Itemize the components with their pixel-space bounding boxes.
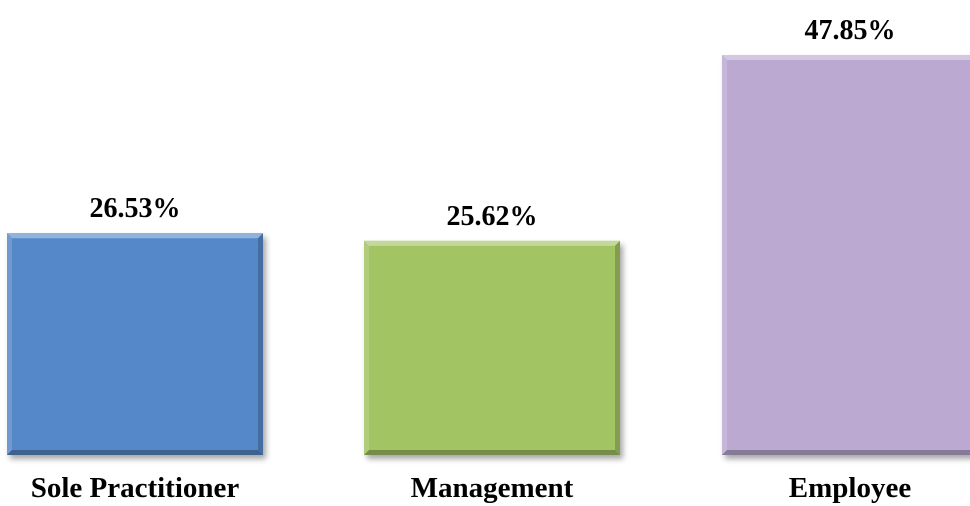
category-label-employee: Employee — [789, 472, 912, 504]
bar-rect-management — [364, 240, 620, 455]
bar-bevel-top — [364, 240, 620, 246]
bars-group — [7, 55, 970, 455]
bar-employee — [722, 55, 970, 455]
bar-bevel-top — [722, 55, 970, 60]
category-label-management: Management — [411, 472, 574, 504]
data-label-sole-practitioner: 26.53% — [90, 193, 181, 224]
bar-bevel-top — [7, 233, 263, 239]
data-label-employee: 47.85% — [805, 15, 896, 46]
bar-bevel-left — [722, 55, 727, 455]
bar-bevel-bottom — [722, 450, 970, 455]
bar-rect-sole-practitioner — [7, 233, 263, 455]
bar-bevel-left — [7, 233, 12, 455]
bar-bevel-right — [615, 240, 620, 455]
bar-bevel-right — [258, 233, 263, 455]
bar-rect-employee — [722, 55, 970, 455]
data-labels-group: 26.53% 25.62% 47.85% — [90, 15, 896, 232]
bar-bevel-bottom — [364, 450, 620, 455]
bar-sole-practitioner — [7, 233, 263, 455]
category-label-sole-practitioner: Sole Practitioner — [31, 472, 240, 504]
data-label-management: 25.62% — [447, 201, 538, 232]
bar-management — [364, 240, 620, 455]
bar-bevel-bottom — [7, 450, 263, 455]
bar-bevel-left — [364, 240, 369, 455]
category-labels-group: Sole Practitioner Management Employee — [31, 472, 912, 504]
